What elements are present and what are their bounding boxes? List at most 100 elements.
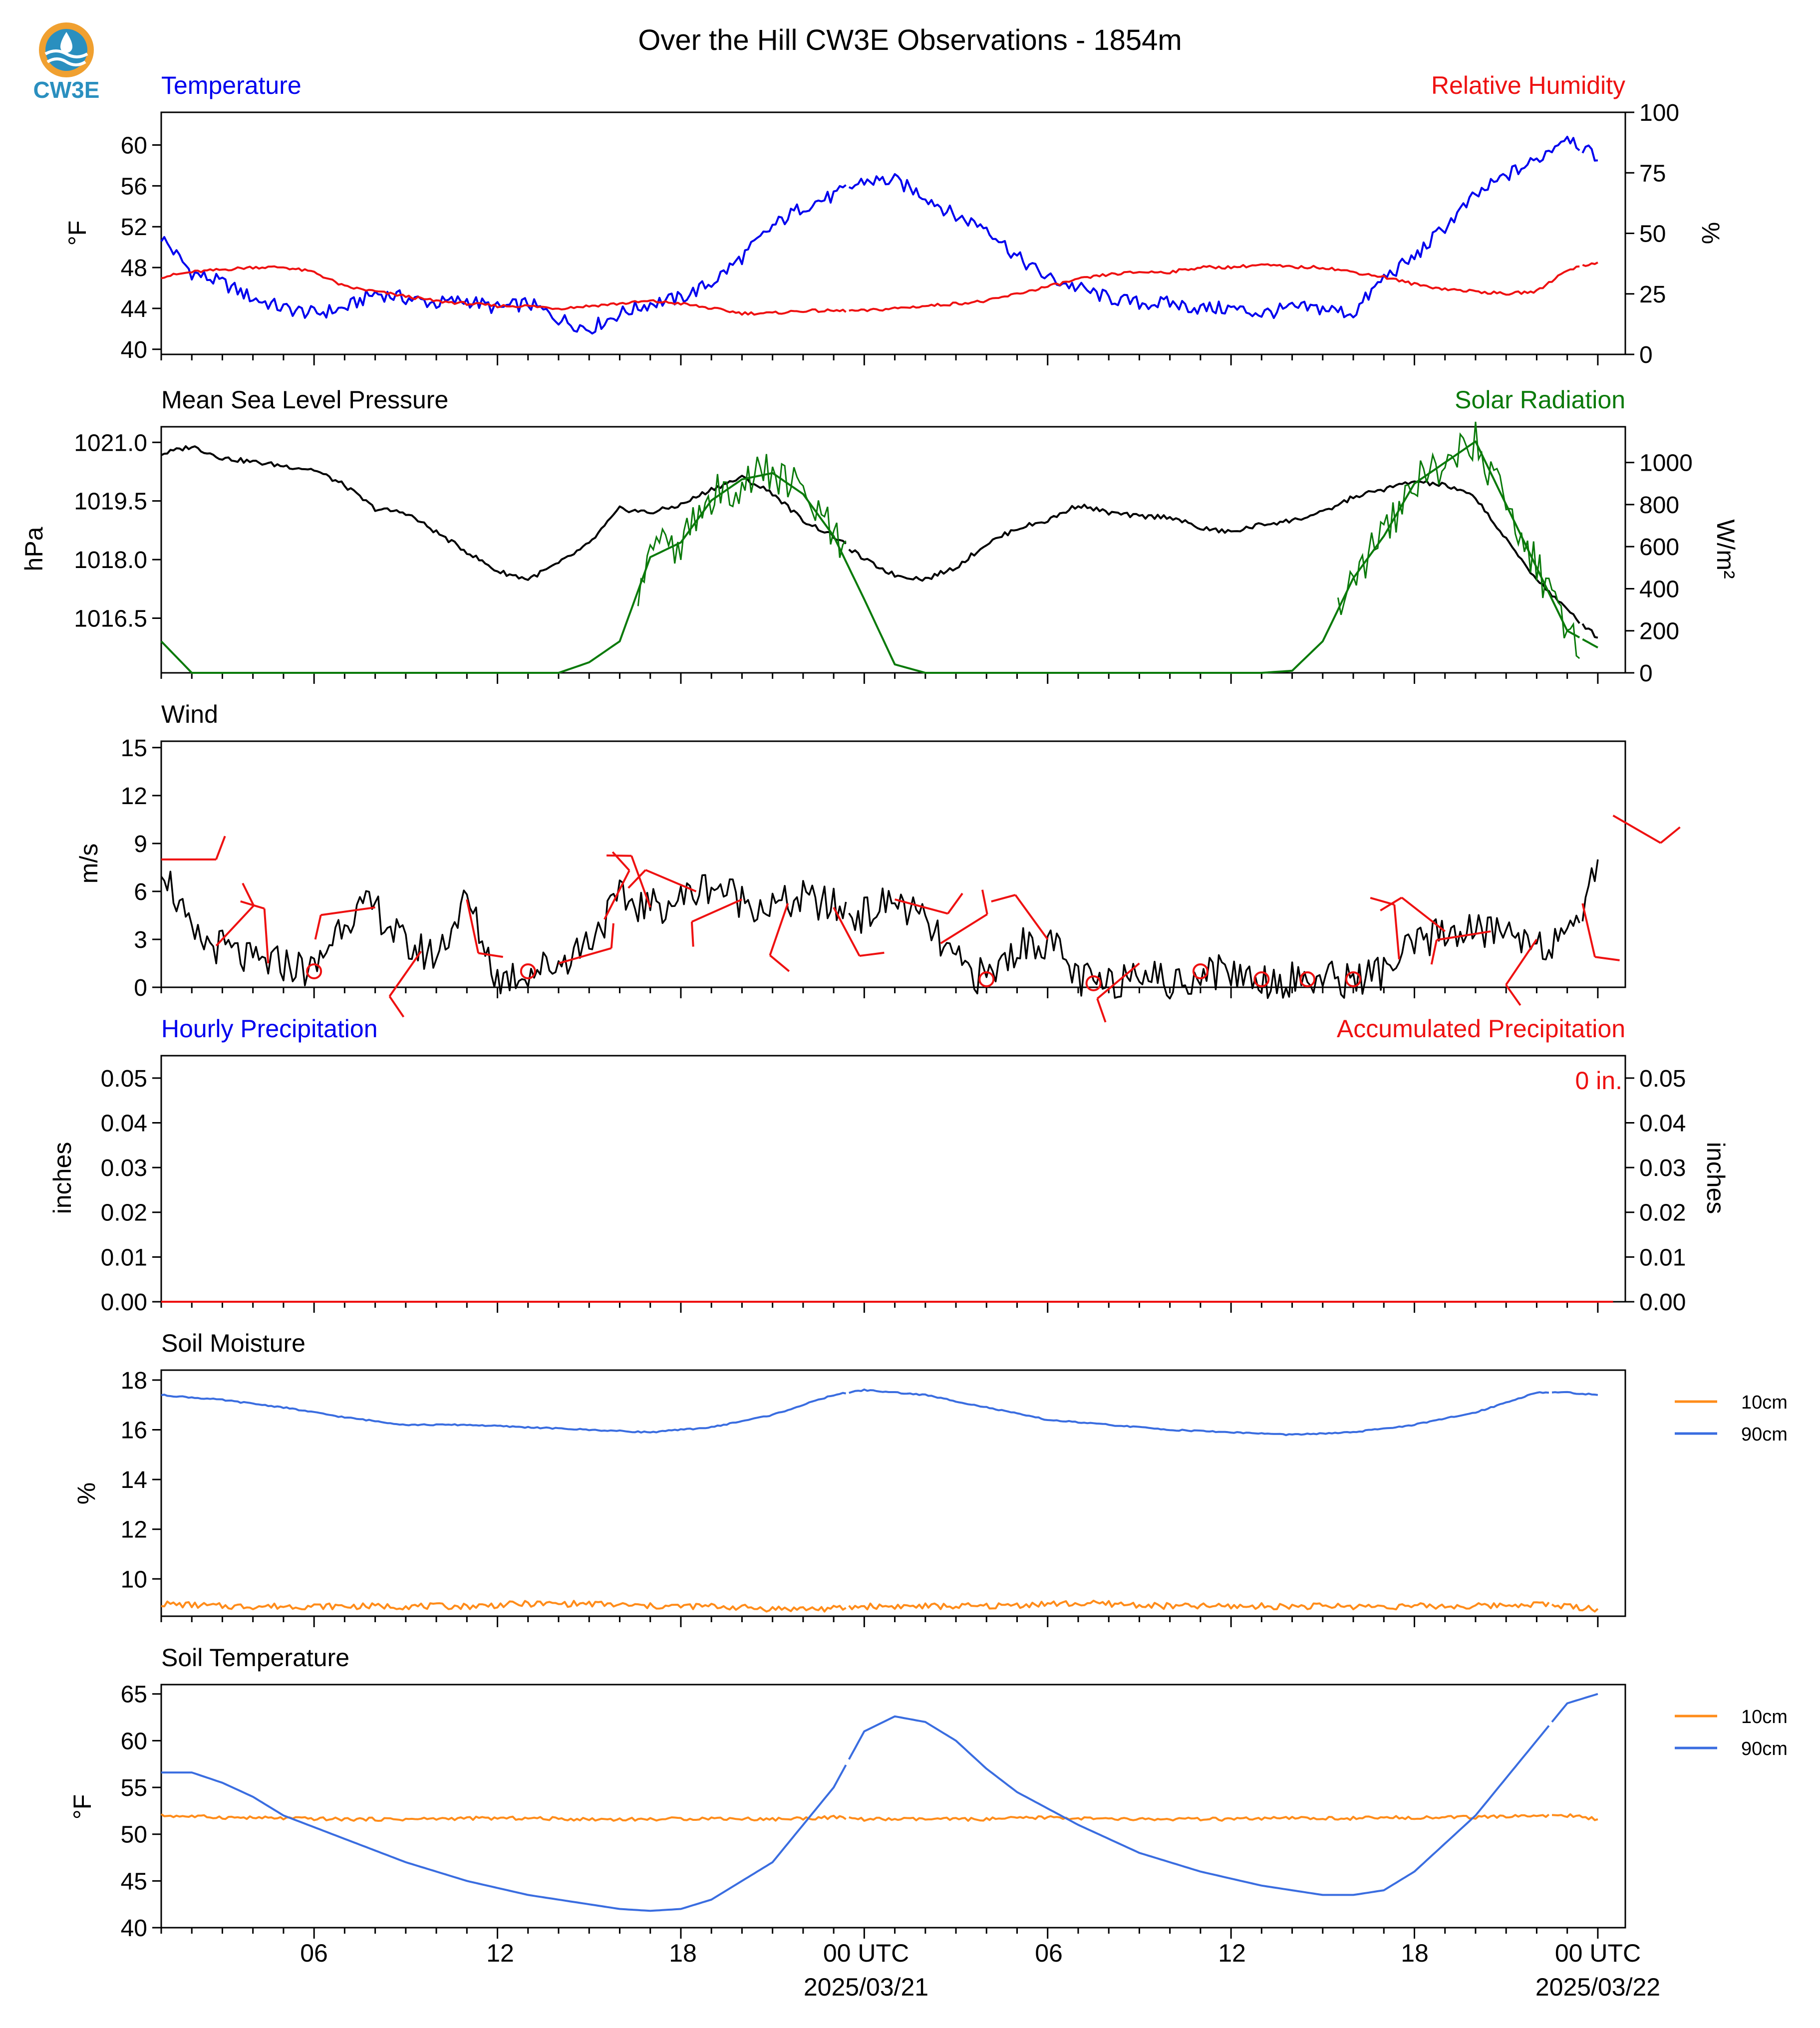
y-tick-label: 44	[121, 296, 147, 322]
y-tick-label: 9	[134, 831, 147, 858]
wind-barb-staff	[558, 947, 612, 964]
series-line-segment	[848, 1715, 1550, 1896]
wind-barb-flag	[1096, 998, 1107, 1023]
series-line-segment	[1581, 859, 1599, 922]
series-line-segment	[848, 887, 1580, 1000]
y-tick-label: 0.03	[101, 1155, 147, 1181]
wind-barb-flag	[1660, 826, 1681, 844]
legend-10cm-label: 10cm	[1741, 1392, 1788, 1413]
wind-calm-circle	[520, 963, 536, 979]
y-tick-label: 75	[1639, 160, 1666, 187]
wind-title: Wind	[161, 700, 218, 728]
y-tick-label: 1018.0	[74, 547, 147, 574]
y-tick-label: 12	[121, 783, 147, 810]
wind-barb-flag	[627, 869, 646, 889]
temperature-title: Temperature	[161, 71, 302, 99]
soil-moisture-ylabel: %	[72, 1482, 100, 1504]
y-tick-label: 40	[121, 337, 147, 363]
wind-barb-flag	[690, 921, 694, 947]
solar-radiation-spikes	[637, 421, 1580, 659]
series-line-segment	[849, 1388, 1549, 1437]
x-tick-label-00utc: 00 UTC	[1555, 1939, 1641, 1967]
wind-barb-flag	[947, 892, 963, 914]
y-tick-label: 60	[121, 132, 147, 159]
wind-barb-flag	[981, 889, 988, 915]
y-tick-label: 200	[1639, 618, 1679, 645]
y-tick-label: 400	[1639, 576, 1679, 602]
x-tick-label-06: 06	[1035, 1939, 1063, 1967]
y-tick-label: 0.05	[101, 1066, 147, 1092]
logo-text: CW3E	[33, 77, 100, 103]
wind-barb-flag	[610, 923, 614, 948]
relative-humidity-title: Relative Humidity	[1431, 71, 1625, 99]
solar-spike-line	[637, 454, 847, 606]
temperature-panel-frame	[160, 111, 1626, 355]
y-tick-label: 1016.5	[74, 605, 147, 632]
wind-calm-circle	[978, 971, 995, 987]
y-tick-label: 50	[1639, 221, 1666, 248]
humidity-ylabel: %	[1697, 222, 1725, 244]
wind-calm-circle	[306, 963, 322, 979]
solar-radiation-title: Solar Radiation	[1455, 386, 1625, 414]
series-line-segment	[848, 1599, 1550, 1611]
wind-barb-staff	[466, 899, 480, 953]
wind-barb-flag	[388, 995, 405, 1018]
wind-calm-circle	[1085, 975, 1102, 991]
precip-ylabel-left: inches	[48, 1142, 76, 1214]
y-tick-label: 100	[1639, 100, 1679, 126]
y-tick-label: 48	[121, 255, 147, 282]
series-line-segment	[1551, 1391, 1598, 1396]
x-tick-label-00utc: 00 UTC	[823, 1939, 909, 1967]
y-tick-label: 0	[134, 975, 147, 1001]
wind-barb-staff	[940, 913, 988, 944]
x-tick-label-18: 18	[1401, 1939, 1429, 1967]
series-line-segment	[848, 480, 1580, 624]
figure-title: Over the Hill CW3E Observations - 1854m	[638, 24, 1182, 56]
series-line-segment	[1551, 1603, 1599, 1613]
series-line-segment	[161, 445, 847, 581]
wind-barb-flag	[314, 914, 322, 940]
y-tick-label: 0.03	[1639, 1155, 1686, 1181]
wind-barb-staff	[1393, 904, 1400, 960]
x-tick-label-12: 12	[1218, 1939, 1246, 1967]
wind-barb-flag	[1505, 984, 1521, 1006]
hourly-precip-title: Hourly Precipitation	[161, 1015, 378, 1043]
logo-wave-1	[44, 49, 88, 58]
y-tick-label: 50	[121, 1822, 147, 1848]
y-tick-label: 3	[134, 927, 147, 953]
wind-calm-circle	[1299, 971, 1316, 987]
y-tick-label: 40	[121, 1915, 147, 1942]
y-tick-label: 0.02	[1639, 1200, 1686, 1226]
y-tick-label: 0.00	[1639, 1289, 1686, 1316]
wind-barb-flag	[991, 894, 1016, 903]
logo-wave-2	[46, 57, 86, 66]
series-line-segment	[160, 1813, 847, 1822]
series-soil_temperature-90cm	[161, 1693, 1598, 1912]
wind-barb-staff	[630, 855, 651, 908]
wind-barb-flag	[769, 954, 790, 972]
series-soil_moisture-10cm	[161, 1599, 1599, 1613]
y-tick-label: 15	[121, 735, 147, 762]
y-tick-label: 14	[121, 1467, 147, 1493]
wind-barb-flag	[1594, 956, 1620, 961]
y-tick-label: 0.04	[1639, 1110, 1686, 1137]
y-tick-label: 0.01	[1639, 1244, 1686, 1271]
wind-barb-flag	[859, 951, 885, 957]
series-line-segment	[160, 870, 847, 995]
cw3e-logo: CW3E	[33, 22, 100, 103]
y-tick-label: 1021.0	[74, 430, 147, 456]
y-tick-label: 1019.5	[74, 489, 147, 515]
series-soil_temperature-10cm	[160, 1813, 1598, 1822]
x-tick-label-06: 06	[300, 1939, 328, 1967]
series-line-segment	[160, 184, 847, 335]
series-solar_radiation-solar-radiation	[160, 440, 1598, 674]
y-tick-label: 18	[121, 1368, 147, 1394]
legend-10cm-label: 10cm	[1741, 1707, 1788, 1728]
y-tick-label: 0.05	[1639, 1066, 1686, 1092]
y-tick-label: 25	[1639, 282, 1666, 308]
x-tick-label-12: 12	[486, 1939, 514, 1967]
wind-barb-staff	[604, 870, 630, 920]
series-line-segment	[161, 1600, 847, 1613]
wind-ylabel: m/s	[75, 844, 103, 884]
